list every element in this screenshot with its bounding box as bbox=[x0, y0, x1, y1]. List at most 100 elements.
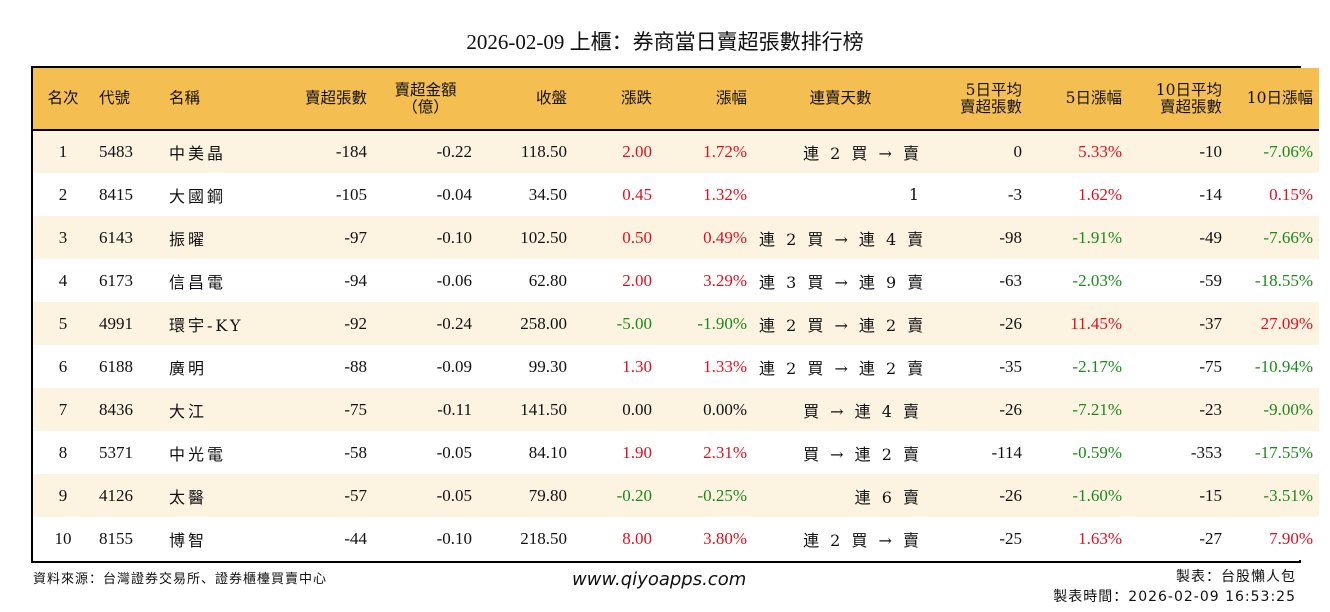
cell-streak: 連 2 買 → 賣 bbox=[803, 144, 922, 163]
cell-name: 太醫 bbox=[169, 487, 208, 507]
cell-pct-change: 0.49% bbox=[703, 227, 747, 247]
col-header-net-sell-amount: 賣超金額 （億） bbox=[373, 68, 478, 131]
cell-avg10: -27 bbox=[1199, 528, 1222, 548]
cell-streak: 連 2 買 → 連 2 賣 bbox=[759, 315, 927, 335]
cell-pct5: -2.03% bbox=[1072, 270, 1122, 290]
col-header-close: 收盤 bbox=[478, 68, 573, 131]
made-time-label: 製表時間：2026-02-09 16:53:25 bbox=[1053, 589, 1296, 605]
cell-name: 大國鋼 bbox=[169, 186, 227, 206]
cell-pct5: 1.62% bbox=[1078, 184, 1122, 204]
cell-pct10: -9.00% bbox=[1263, 399, 1313, 419]
col-header-name: 名稱 bbox=[163, 68, 268, 131]
cell-net-sell-lots: -44 bbox=[344, 528, 367, 548]
cell-net-sell-amount: -0.06 bbox=[436, 270, 472, 290]
cell-rank: 3 bbox=[58, 227, 68, 247]
cell-avg5: -26 bbox=[999, 399, 1022, 419]
cell-pct10: -10.94% bbox=[1254, 356, 1313, 376]
cell-name: 信昌電 bbox=[169, 272, 227, 292]
col-header-avg10: 10日平均 賣超張數 bbox=[1128, 68, 1228, 131]
cell-avg5: -3 bbox=[1007, 184, 1022, 204]
cell-change: 2.00 bbox=[622, 142, 652, 161]
col-header-code: 代號 bbox=[93, 68, 163, 131]
cell-name: 中美晶 bbox=[169, 144, 227, 163]
cell-close: 258.00 bbox=[520, 313, 567, 333]
cell-close: 62.80 bbox=[528, 270, 567, 290]
cell-avg10: -14 bbox=[1199, 184, 1222, 204]
cell-avg5: 0 bbox=[1013, 142, 1023, 161]
cell-net-sell-lots: -94 bbox=[344, 270, 367, 290]
cell-code: 4126 bbox=[99, 485, 133, 505]
cell-net-sell-lots: -57 bbox=[344, 485, 367, 505]
table-row: 8 5371 中光電 -58 -0.05 84.10 1.90 2.31% 買 → 連 2 賣 -… bbox=[33, 431, 1319, 474]
cell-avg10: -353 bbox=[1190, 442, 1222, 462]
cell-rank: 6 bbox=[58, 356, 68, 376]
cell-streak: 買 → 連 4 賣 bbox=[803, 401, 922, 421]
cell-rank: 7 bbox=[58, 399, 68, 419]
cell-close: 102.50 bbox=[520, 227, 567, 247]
cell-rank: 5 bbox=[58, 313, 68, 333]
cell-streak: 連 2 買 → 賣 bbox=[803, 530, 922, 550]
col-header-pct-change: 漲幅 bbox=[658, 68, 753, 131]
cell-pct5: -7.21% bbox=[1072, 399, 1122, 419]
table-row: 10 8155 博智 -44 -0.10 218.50 8.00 3.80% 連 2 買 → 賣… bbox=[33, 517, 1319, 560]
cell-pct10: -17.55% bbox=[1254, 442, 1313, 462]
cell-streak: 連 3 買 → 連 9 賣 bbox=[759, 272, 927, 292]
cell-net-sell-amount: -0.05 bbox=[436, 442, 472, 462]
table-row: 6 6188 廣明 -88 -0.09 99.30 1.30 1.33% 連 2 買 → 連 2… bbox=[33, 345, 1319, 388]
cell-close: 141.50 bbox=[520, 399, 567, 419]
cell-code: 8436 bbox=[99, 399, 133, 419]
table-body: 1 5483 中美晶 -184 -0.22 118.50 2.00 1.72% 連 2 買 → … bbox=[33, 130, 1319, 560]
cell-net-sell-lots: -105 bbox=[335, 184, 367, 204]
cell-code: 5371 bbox=[99, 442, 133, 462]
cell-name: 博智 bbox=[169, 530, 208, 550]
cell-streak: 買 → 連 2 賣 bbox=[803, 444, 922, 464]
cell-code: 8155 bbox=[99, 528, 133, 548]
website-link[interactable]: www.qiyoapps.com bbox=[572, 569, 747, 590]
table-row: 1 5483 中美晶 -184 -0.22 118.50 2.00 1.72% 連 2 買 → … bbox=[33, 130, 1319, 173]
cell-pct5: -1.60% bbox=[1072, 485, 1122, 505]
cell-net-sell-lots: -97 bbox=[344, 227, 367, 247]
cell-name: 環宇-KY bbox=[169, 315, 244, 335]
table-row: 5 4991 環宇-KY -92 -0.24 258.00 -5.00 -1.90% 連 2 買… bbox=[33, 302, 1319, 345]
cell-change: -5.00 bbox=[616, 313, 652, 333]
cell-net-sell-lots: -58 bbox=[344, 442, 367, 462]
cell-name: 振曜 bbox=[169, 229, 208, 249]
cell-pct-change: -1.90% bbox=[697, 313, 747, 333]
cell-close: 218.50 bbox=[520, 528, 567, 548]
maker-label: 製表：台股懶人包 bbox=[1176, 569, 1296, 585]
page-title: 2026-02-09 上櫃：券商當日賣超張數排行榜 bbox=[466, 30, 864, 54]
cell-net-sell-lots: -88 bbox=[344, 356, 367, 376]
cell-avg10: -23 bbox=[1199, 399, 1222, 419]
cell-avg10: -75 bbox=[1199, 356, 1222, 376]
col-header-net-sell-amount-line2: （億） bbox=[402, 97, 449, 116]
table-header-row: 名次 代號 名稱 賣超張數 賣超金額 （億） 收盤 漲跌 漲幅 連賣天數 5日平… bbox=[33, 68, 1319, 131]
col-header-avg5-line1: 5日平均 bbox=[965, 80, 1022, 99]
col-header-rank: 名次 bbox=[33, 68, 93, 131]
cell-close: 118.50 bbox=[520, 142, 567, 161]
cell-code: 4991 bbox=[99, 313, 133, 333]
cell-pct10: 27.09% bbox=[1260, 313, 1313, 333]
ranking-table-container: 名次 代號 名稱 賣超張數 賣超金額 （億） 收盤 漲跌 漲幅 連賣天數 5日平… bbox=[31, 66, 1319, 563]
cell-pct5: -1.91% bbox=[1072, 227, 1122, 247]
table-row: 4 6173 信昌電 -94 -0.06 62.80 2.00 3.29% 連 3 買 → 連 … bbox=[33, 259, 1319, 302]
cell-avg5: -26 bbox=[999, 313, 1022, 333]
cell-code: 8415 bbox=[99, 184, 133, 204]
cell-change: 0.50 bbox=[622, 227, 652, 247]
data-source-note: 資料來源：台灣證券交易所、證券櫃檯買賣中心 bbox=[33, 572, 328, 587]
cell-pct5: -2.17% bbox=[1072, 356, 1122, 376]
col-header-pct10: 10日漲幅 bbox=[1228, 68, 1319, 131]
col-header-avg5: 5日平均 賣超張數 bbox=[928, 68, 1028, 131]
col-header-net-sell-lots: 賣超張數 bbox=[268, 68, 373, 131]
cell-avg5: -114 bbox=[991, 442, 1022, 462]
cell-change: 1.30 bbox=[622, 356, 652, 376]
cell-pct-change: 3.29% bbox=[703, 270, 747, 290]
cell-code: 6173 bbox=[99, 270, 133, 290]
cell-pct10: 0.15% bbox=[1269, 184, 1313, 204]
cell-code: 5483 bbox=[99, 142, 133, 161]
cell-pct-change: 1.33% bbox=[703, 356, 747, 376]
cell-rank: 8 bbox=[58, 442, 68, 462]
cell-pct10: -18.55% bbox=[1254, 270, 1313, 290]
table-row: 7 8436 大江 -75 -0.11 141.50 0.00 0.00% 買 → 連 4 賣 -… bbox=[33, 388, 1319, 431]
cell-net-sell-amount: -0.10 bbox=[436, 528, 472, 548]
cell-rank: 10 bbox=[54, 528, 72, 548]
